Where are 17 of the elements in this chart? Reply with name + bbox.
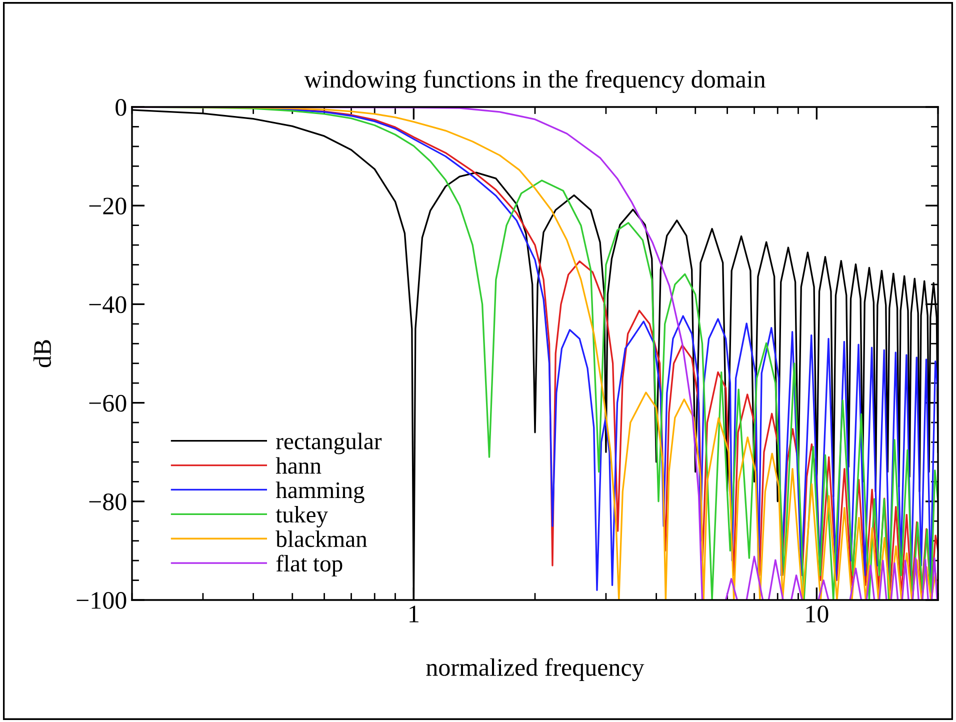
legend-label: blackman: [276, 530, 368, 548]
y-tick-label: 0: [116, 99, 126, 116]
legend-label: rectangular: [276, 432, 382, 454]
chart-title: windowing functions in the frequency domain: [304, 70, 766, 93]
y-tick-label: −20: [89, 198, 126, 215]
y-tick-label: −100: [76, 592, 126, 609]
y-axis-title: dB: [33, 340, 52, 368]
legend-label: tukey: [276, 506, 328, 528]
legend-label: flat top: [276, 554, 342, 576]
x-axis-title: normalized frequency: [426, 658, 644, 682]
y-tick-label: −40: [89, 296, 126, 314]
y-tick-label: −80: [89, 493, 126, 510]
legend-label: hann: [276, 457, 322, 474]
x-tick-label: 10: [806, 606, 828, 622]
legend-label: hamming: [276, 482, 364, 504]
y-tick-label: −60: [89, 394, 126, 412]
x-tick-label: 1: [410, 606, 418, 622]
